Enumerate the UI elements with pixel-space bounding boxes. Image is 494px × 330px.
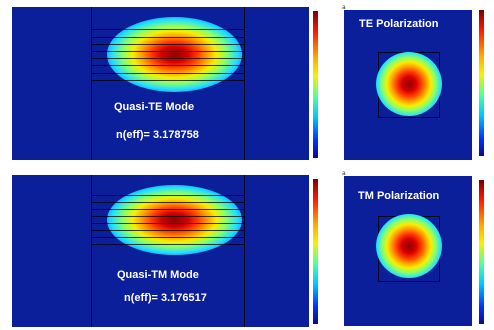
te-polarization-plot: TE Polarization (344, 10, 472, 160)
layer-line (91, 244, 244, 245)
polarization-title: TM Polarization (358, 190, 440, 202)
mode-field-intensity (376, 214, 442, 278)
layer-line (91, 29, 244, 30)
waveguide-left-edge (91, 175, 92, 327)
polarization-title: TE Polarization (359, 18, 439, 30)
waveguide-left-edge (91, 7, 92, 160)
layer-line (91, 73, 244, 74)
mode-field-intensity (376, 52, 442, 116)
mode-title: Quasi-TE Mode (114, 101, 195, 113)
quasi-tm-mode-panel: Quasi-TM Mode n(eff)= 3.176517 (0, 168, 326, 330)
effective-index: n(eff)= 3.176517 (124, 292, 207, 304)
mode-field-intensity (107, 185, 242, 255)
layer-line (91, 80, 244, 81)
colorbar (313, 11, 318, 158)
layer-line (91, 195, 244, 196)
mode-title: Quasi-TM Mode (117, 269, 199, 281)
layer-line (91, 37, 244, 38)
waveguide-right-edge (244, 7, 245, 160)
waveguide-right-edge (244, 175, 245, 327)
layer-line (91, 209, 244, 210)
layer-line (91, 216, 244, 217)
layer-line (91, 51, 244, 52)
quasi-tm-mode-plot: Quasi-TM Mode n(eff)= 3.176517 (12, 175, 309, 327)
colorbar (313, 179, 318, 324)
quasi-te-mode-plot: Quasi-TE Mode n(eff)= 3.178758 (12, 7, 309, 160)
tm-polarization-panel: a TM Polarization (338, 168, 494, 330)
colorbar (479, 180, 484, 324)
panel-letter: a (342, 170, 346, 177)
effective-index: n(eff)= 3.178758 (116, 129, 199, 141)
panel-letter: a (342, 4, 346, 11)
layer-line (91, 58, 244, 59)
layer-line (91, 237, 244, 238)
quasi-te-mode-panel: Quasi-TE Mode n(eff)= 3.178758 (0, 0, 326, 166)
te-polarization-panel: a TE Polarization (338, 0, 494, 166)
layer-line (91, 230, 244, 231)
layer-line (91, 44, 244, 45)
layer-line (91, 223, 244, 224)
tm-polarization-plot: TM Polarization (344, 176, 472, 326)
layer-line (91, 202, 244, 203)
colorbar (479, 10, 484, 156)
layer-line (91, 65, 244, 66)
